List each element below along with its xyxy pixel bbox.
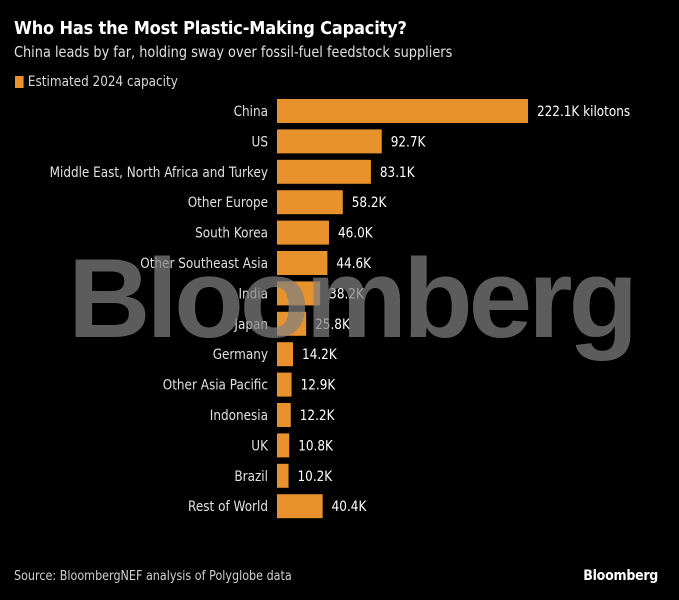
legend: Estimated 2024 capacity	[15, 74, 178, 90]
bar-china	[277, 99, 528, 123]
value-label: 25.8K	[315, 317, 350, 333]
category-label: UK	[251, 439, 268, 455]
category-label: Rest of World	[188, 499, 268, 515]
bar-other-southeast-asia	[277, 251, 328, 275]
value-label: 44.6K	[336, 256, 371, 272]
chart-title: Who Has the Most Plastic-Making Capacity…	[14, 18, 407, 39]
category-label: Other Asia Pacific	[163, 378, 268, 394]
value-label: 38.2K	[329, 287, 364, 303]
bar-india	[277, 281, 321, 306]
value-label: 58.2K	[352, 195, 387, 211]
bar-middle-east-north-africa-and-turkey	[277, 159, 371, 184]
legend-label: Estimated 2024 capacity	[27, 74, 178, 90]
value-label: 10.8K	[298, 439, 333, 455]
category-label: China	[234, 104, 268, 120]
value-label: 12.2K	[300, 408, 335, 424]
bloomberg-logo: Bloomberg	[583, 568, 658, 584]
value-label: 40.4K	[332, 499, 367, 515]
category-label: Middle East, North Africa and Turkey	[50, 165, 269, 181]
bar-germany	[277, 342, 294, 367]
value-label: 222.1K kilotons	[537, 104, 630, 120]
bar-other-europe	[277, 190, 343, 215]
bar-rest-of-world	[277, 494, 323, 519]
value-label: 92.7K	[391, 135, 426, 151]
bar-other-asia-pacific	[277, 372, 292, 397]
value-label: 10.2K	[298, 469, 333, 485]
category-label: Other Southeast Asia	[140, 256, 268, 272]
source-note: Source: BloombergNEF analysis of Polyglo…	[14, 569, 292, 584]
value-label: 14.2K	[302, 347, 337, 363]
bar-brazil	[277, 463, 289, 488]
category-label: Germany	[213, 347, 269, 363]
category-label: Other Europe	[188, 195, 268, 211]
category-label: US	[252, 135, 268, 151]
category-label: Japan	[234, 317, 268, 333]
bar-south-korea	[277, 220, 329, 245]
bar-us	[277, 129, 382, 154]
bar-indonesia	[277, 403, 291, 427]
category-label: South Korea	[195, 226, 268, 242]
chart-subtitle: China leads by far, holding sway over fo…	[14, 43, 453, 61]
value-label: 46.0K	[338, 226, 373, 242]
legend-swatch	[15, 76, 24, 88]
value-label: 12.9K	[301, 378, 336, 394]
bar-japan	[277, 311, 307, 336]
bar-uk	[277, 433, 290, 458]
value-label: 83.1K	[380, 165, 415, 181]
category-label: India	[238, 287, 268, 303]
category-label: Indonesia	[210, 408, 268, 424]
category-label: Brazil	[234, 469, 268, 485]
